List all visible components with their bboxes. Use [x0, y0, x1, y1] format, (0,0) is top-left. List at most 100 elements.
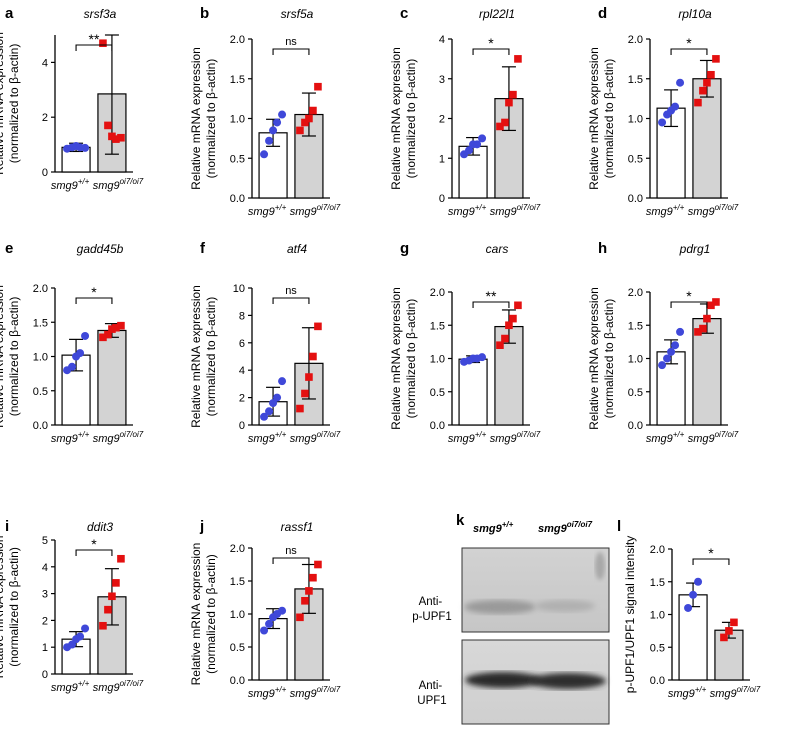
bar-wildtype	[458, 358, 488, 426]
data-point-wildtype	[81, 143, 90, 152]
data-point-wildtype	[658, 118, 667, 127]
y-axis-label-line2: (normalized to β-actin)	[204, 554, 218, 674]
y-axis-label-line1: Relative mRNA expression	[389, 47, 403, 190]
significance-label: *	[91, 284, 97, 300]
data-point-mutant	[309, 352, 317, 361]
bar-wildtype	[678, 594, 708, 681]
panel-e: e gadd45b Relative mRNA expression(normali…	[0, 240, 144, 445]
chart-title: srsf5a	[281, 7, 314, 21]
blot-image-upf1	[461, 639, 610, 725]
blot-column-label-wt: smg9+/+	[473, 520, 514, 535]
error-bar	[301, 327, 316, 400]
x-category-label: smg9oi7/oi7	[93, 679, 144, 694]
significance-label: *	[686, 35, 692, 51]
y-tick-label: 1.0	[230, 609, 245, 621]
y-axis-label: Relative mRNA expression(normalized to β…	[0, 32, 21, 175]
y-tick-label: 4	[42, 562, 48, 574]
data-point-wildtype	[260, 150, 269, 159]
data-point-wildtype	[667, 347, 676, 356]
chart-title: rpl10a	[678, 7, 712, 21]
data-point-mutant	[314, 560, 322, 569]
y-tick-label: 1.0	[628, 114, 643, 126]
y-axis-label-line2: (normalized to β-actin)	[204, 59, 218, 179]
data-point-wildtype	[278, 110, 287, 119]
panel-d: d rpl10a Relative mRNA expression(normaliz…	[587, 5, 739, 218]
y-axis-label: Relative mRNA expression(normalized to β…	[0, 536, 21, 679]
y-tick-label: 8	[239, 310, 245, 322]
y-axis-label-line2: (normalized to β-actin)	[7, 44, 21, 164]
significance-label: ns	[285, 285, 297, 297]
y-tick-label: 1.5	[430, 320, 445, 332]
y-axis-label-line1: Relative mRNA expression	[189, 543, 203, 686]
x-category-label: smg9oi7/oi7	[93, 177, 144, 192]
x-category-label: smg9+/+	[51, 177, 90, 192]
data-point-wildtype	[76, 349, 85, 358]
data-point-wildtype	[273, 118, 282, 127]
chart-title: atf4	[287, 242, 307, 256]
data-point-wildtype	[676, 78, 685, 87]
panel-letter-j: j	[199, 518, 204, 535]
x-category-label: smg9+/+	[51, 679, 90, 694]
x-category-label: smg9+/+	[646, 203, 685, 218]
data-point-mutant	[703, 314, 711, 323]
y-tick-label: 2	[42, 615, 48, 627]
significance-bracket: *	[692, 545, 730, 565]
y-tick-label: 2.0	[230, 543, 245, 555]
y-axis-label: Relative mRNA expression(normalized to β…	[0, 285, 21, 428]
data-point-wildtype	[676, 327, 685, 336]
blot-column-label-mut: smg9oi7/oi7	[538, 520, 593, 535]
significance-bracket: *	[75, 536, 113, 556]
data-point-mutant	[509, 90, 517, 99]
y-tick-label: 1	[439, 153, 445, 165]
y-axis-label: Relative mRNA expression(normalized to β…	[189, 285, 218, 428]
data-point-wildtype	[689, 590, 698, 599]
data-point-wildtype	[76, 632, 85, 641]
y-axis-label: Relative mRNA expression(normalized to β…	[587, 47, 616, 190]
data-point-wildtype	[269, 399, 278, 408]
data-point-mutant	[712, 298, 720, 306]
data-point-wildtype	[658, 361, 667, 370]
y-tick-label: 1.5	[230, 576, 245, 588]
y-axis-label-line2: (normalized to β-actin)	[404, 299, 418, 419]
y-axis-label-line1: Relative mRNA expression	[587, 287, 601, 430]
data-point-mutant	[505, 98, 513, 107]
y-axis-label-line1: Relative mRNA expression	[587, 47, 601, 190]
data-point-wildtype	[478, 353, 487, 362]
y-axis-label-line2: (normalized to β-actin)	[602, 59, 616, 179]
x-category-label: smg9oi7/oi7	[290, 430, 341, 445]
significance-label: *	[488, 35, 494, 51]
y-tick-label: 0	[42, 167, 48, 179]
x-category-label: smg9+/+	[448, 203, 487, 218]
y-axis-label: p-UPF1/UPF1 signal intensity	[623, 536, 637, 693]
y-tick-label: 1.0	[33, 352, 48, 364]
y-axis-label-line1: Relative mRNA expression	[189, 285, 203, 428]
y-tick-label: 2.0	[230, 34, 245, 46]
data-point-mutant	[296, 613, 304, 622]
significance-bracket: *	[670, 35, 708, 55]
x-category-label: smg9+/+	[248, 430, 287, 445]
significance-label: ns	[285, 36, 297, 48]
data-point-mutant	[694, 98, 702, 107]
western-blot-panel: k smg9+/+ smg9oi7/oi7 Anti- p-UPF1 Anti-…	[412, 512, 610, 725]
panel-letter-k: k	[456, 512, 465, 529]
data-point-wildtype	[273, 393, 282, 402]
y-axis-label-line2: (normalized to β-actin)	[204, 297, 218, 417]
y-tick-label: 1.0	[628, 354, 643, 366]
y-tick-label: 0.0	[628, 193, 643, 205]
y-tick-label: 6	[239, 338, 245, 350]
data-point-mutant	[99, 39, 107, 48]
panel-f: f atf4 Relative mRNA expression(normalized…	[189, 240, 341, 445]
y-tick-label: 10	[233, 283, 245, 295]
data-point-mutant	[699, 324, 707, 333]
blot-row-label-upf1: Anti- UPF1	[417, 680, 446, 707]
significance-bracket: *	[472, 35, 510, 55]
panel-letter-d: d	[598, 5, 607, 22]
y-tick-label: 2.0	[628, 287, 643, 299]
data-point-wildtype	[478, 134, 487, 143]
x-category-label: smg9oi7/oi7	[290, 685, 341, 700]
data-point-mutant	[301, 118, 309, 127]
blot-image-pupf1	[461, 547, 610, 633]
y-tick-label: 1.5	[628, 320, 643, 332]
y-tick-label: 4	[42, 57, 48, 69]
